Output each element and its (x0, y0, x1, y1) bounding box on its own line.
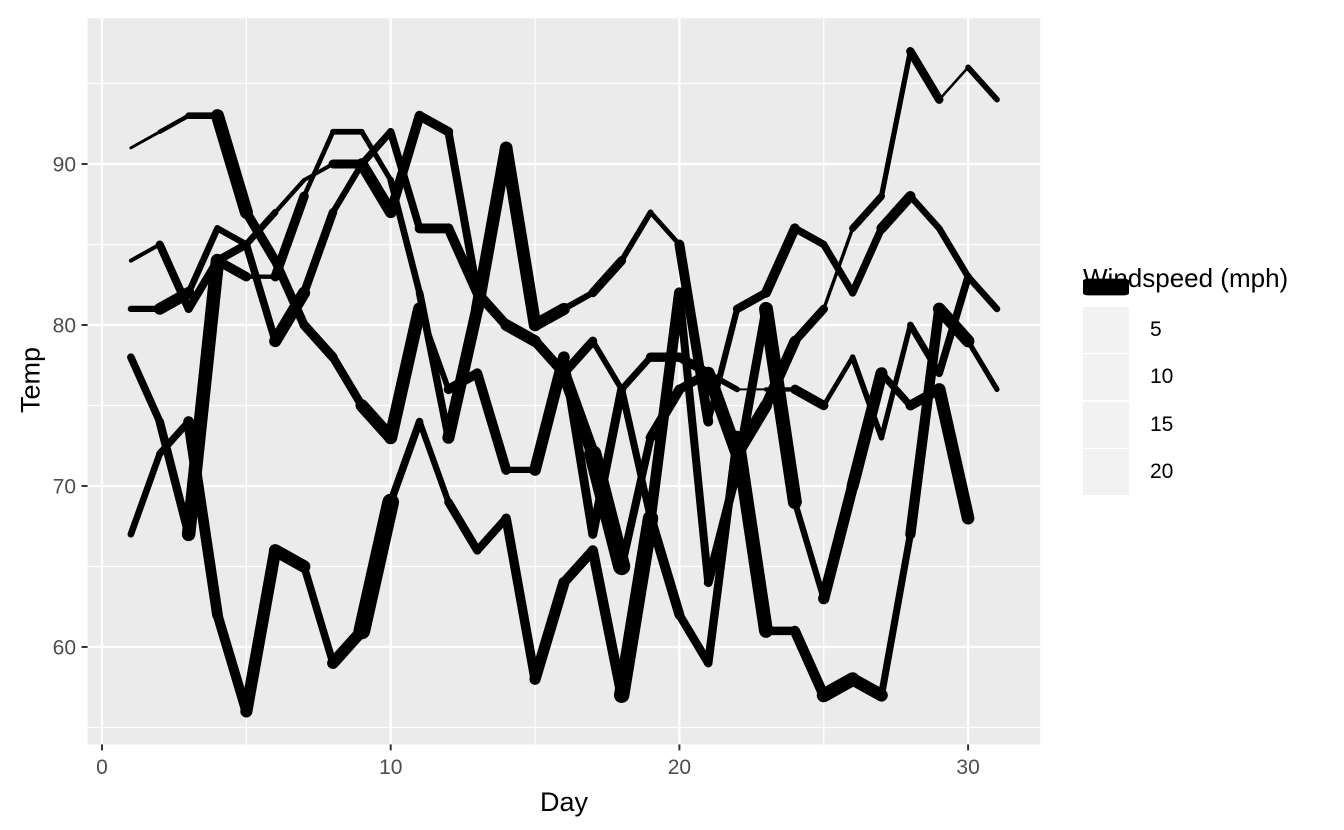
y-tick-label: 60 (53, 637, 76, 660)
y-axis-tick-labels: 60 70 80 90 (53, 154, 76, 660)
y-tick-label: 90 (53, 154, 76, 177)
x-tick-label: 30 (956, 756, 979, 779)
x-tick-label: 10 (379, 756, 402, 779)
legend-key (1083, 280, 1129, 448)
x-tick-label: 0 (96, 756, 108, 779)
legend-key (1083, 284, 1129, 353)
legend-item: 5 (1083, 284, 1288, 353)
legend-key (1083, 282, 1129, 401)
x-axis-tick-labels: 0 10 20 30 (96, 756, 980, 779)
legend-item: 10 (1083, 282, 1288, 401)
legend-item: 15 (1083, 280, 1288, 448)
x-axis-title: Day (539, 787, 588, 817)
legend-key (1083, 278, 1129, 496)
legend-label: 15 (1150, 412, 1174, 436)
y-tick-label: 70 (53, 476, 76, 499)
y-tick-label: 80 (53, 315, 76, 338)
legend-label: 10 (1150, 365, 1174, 389)
y-axis-title: Temp (15, 346, 46, 414)
legend-label: 5 (1150, 317, 1162, 341)
linewidth-sample-icon (1083, 278, 1129, 296)
legend-label: 20 (1150, 460, 1174, 484)
gridlines (87, 18, 1041, 745)
legend-keys: 5 10 15 20 (1083, 278, 1288, 496)
legend-item: 20 (1083, 278, 1288, 496)
x-tick-label: 20 (668, 756, 691, 779)
temp-line-group_5 (129, 109, 975, 605)
legend: Windspeed (mph) 5 10 15 20 (1083, 263, 1288, 497)
axis-tick-marks (81, 163, 970, 751)
